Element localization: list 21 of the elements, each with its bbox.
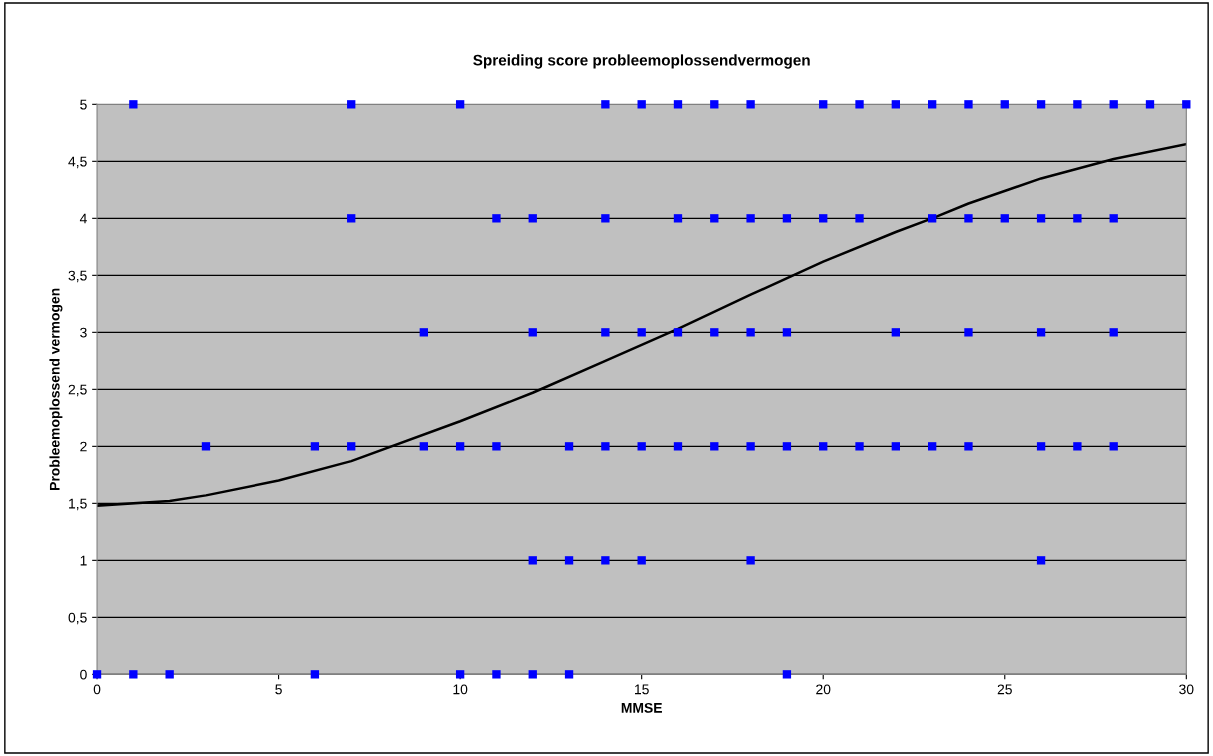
x-tick-label: 30 (1179, 684, 1194, 695)
x-tick-label: 15 (635, 684, 649, 695)
y-tick-label: 4,5 (68, 156, 87, 169)
y-tick-label: 0,5 (68, 612, 87, 625)
y-tick-label: 5 (80, 99, 87, 110)
x-tick-label: 20 (816, 684, 831, 695)
x-axis-title: MMSE (621, 702, 662, 713)
x-tick-label: 0 (93, 684, 101, 695)
x-tick-label: 5 (275, 684, 282, 695)
y-tick-label: 3,5 (68, 270, 87, 283)
x-tick-label: 25 (997, 684, 1012, 695)
y-tick-label: 0 (80, 669, 87, 680)
y-tick-label: 1,5 (69, 498, 87, 511)
y-tick-label: 2 (80, 441, 87, 452)
y-tick-label: 1 (80, 555, 87, 566)
x-tick-label: 10 (453, 684, 468, 695)
y-tick-label: 3 (80, 327, 87, 338)
chart-title: Spreiding score probleemoplossendvermogen (473, 54, 810, 69)
y-tick-label: 4 (79, 213, 87, 224)
y-tick-label: 2,5 (68, 384, 87, 397)
y-axis-title: Probleemoplossend vermogen (49, 288, 63, 490)
